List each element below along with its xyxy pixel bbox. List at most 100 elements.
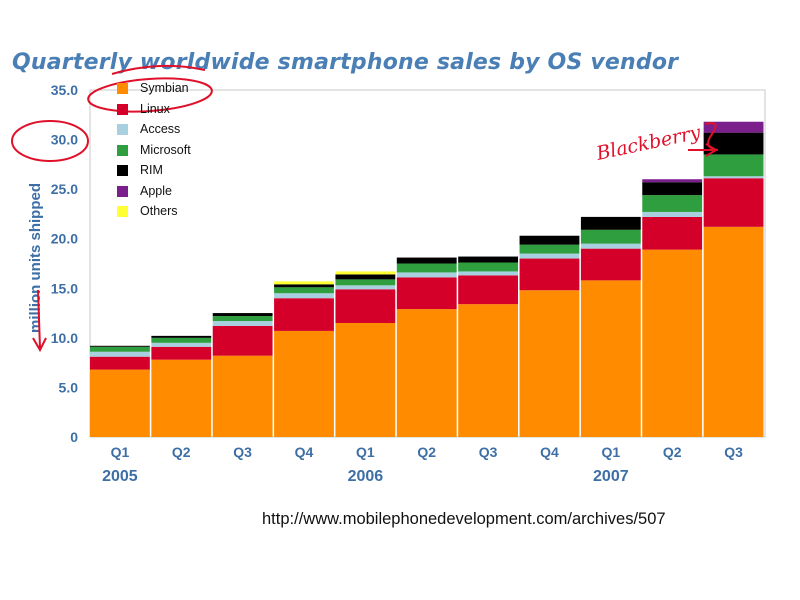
title-underline-annotation xyxy=(111,64,206,75)
bar-segment-rim xyxy=(396,257,457,264)
bar-segment-apple xyxy=(703,121,764,133)
legend-swatch xyxy=(117,103,128,115)
bar-segment-rim xyxy=(580,216,641,230)
bar-segment-symbian xyxy=(580,280,641,437)
x-tick-label: Q4 xyxy=(540,444,559,460)
y-tick-label: 0 xyxy=(70,429,78,445)
bar-segment-rim xyxy=(90,345,150,347)
y-tick-label: 15.0 xyxy=(51,280,78,296)
x-tick-label: Q2 xyxy=(417,444,436,460)
x-tick-label: Q3 xyxy=(479,444,498,460)
bar-segment-access xyxy=(703,176,764,179)
bar-segment-rim xyxy=(274,284,334,288)
bar-segment-linux xyxy=(335,289,396,323)
bar-segment-microsoft xyxy=(151,337,212,343)
legend-swatch xyxy=(117,185,128,197)
bar-segment-microsoft xyxy=(274,287,334,294)
bar-segment-microsoft xyxy=(703,154,764,177)
bar-segment-rim xyxy=(703,132,764,155)
bar-segment-linux xyxy=(458,275,519,305)
x-year-label: 2007 xyxy=(593,468,629,485)
bar-segment-microsoft xyxy=(335,279,396,286)
bar-segment-microsoft xyxy=(90,346,150,352)
y30-circle-annotation xyxy=(11,120,89,162)
blackberry-bracket-annotation xyxy=(704,122,719,151)
bar-segment-rim xyxy=(519,235,580,245)
bar-segment-microsoft xyxy=(396,263,457,273)
x-axis-years: 2005 2006 2007 xyxy=(102,468,629,485)
x-year-label: 2006 xyxy=(348,468,384,485)
bar-segment-microsoft xyxy=(642,195,703,212)
legend-swatch xyxy=(117,83,128,94)
x-tick-label: Q3 xyxy=(724,444,743,460)
bar-segment-access xyxy=(396,272,457,278)
y-tick-label: 25.0 xyxy=(51,181,78,197)
bar-segment-access xyxy=(580,243,641,249)
legend-label: Others xyxy=(140,204,178,218)
legend-label: Linux xyxy=(140,101,170,116)
bar-segment-access xyxy=(458,271,519,276)
bar-segment-symbian xyxy=(458,304,519,437)
bar-segment-access xyxy=(519,253,580,259)
legend-swatch xyxy=(117,165,128,176)
legend-swatch xyxy=(117,144,128,156)
bar-segment-microsoft xyxy=(458,262,519,272)
bar-segment-symbian xyxy=(90,369,150,437)
y-tick-label: 20.0 xyxy=(51,231,78,247)
bar-segment-rim xyxy=(642,182,703,196)
y-tick-label: 5.0 xyxy=(59,379,79,395)
y-axis-title: million units shipped xyxy=(27,183,44,333)
x-tick-label: Q1 xyxy=(601,444,620,460)
bar-segment-symbian xyxy=(703,226,764,437)
legend-label: Apple xyxy=(140,183,172,198)
legend-label: Access xyxy=(140,122,181,136)
bar-segment-access xyxy=(90,351,150,357)
x-tick-label: Q1 xyxy=(111,444,130,460)
legend-label: RIM xyxy=(140,163,163,177)
bar-segment-linux xyxy=(519,258,580,291)
bar-segment-symbian xyxy=(519,290,580,437)
y-axis-arrow-annotation xyxy=(32,289,47,353)
bar-segment-others xyxy=(274,281,334,285)
bar-segment-access xyxy=(212,321,273,326)
legend-swatch xyxy=(117,206,128,217)
symbian-circle-annotation xyxy=(87,77,213,113)
bar-segment-symbian xyxy=(274,330,334,437)
blackberry-note: Blackberry xyxy=(593,121,702,165)
bar-segment-linux xyxy=(642,216,703,250)
bar-segment-apple xyxy=(642,179,703,183)
bar-segment-microsoft xyxy=(519,244,580,254)
bar-segment-symbian xyxy=(396,309,457,437)
y-tick-label: 10.0 xyxy=(51,330,78,346)
x-tick-label: Q2 xyxy=(172,444,191,460)
bar-segment-symbian xyxy=(642,249,703,437)
bar-segment-others xyxy=(335,271,396,275)
bar-segment-linux xyxy=(90,356,150,370)
y-tick-label: 35.0 xyxy=(51,82,78,98)
stacked-bars xyxy=(90,121,764,437)
x-tick-label: Q4 xyxy=(295,444,314,460)
bar-segment-access xyxy=(151,342,212,347)
y-axis-ticks: 0 5.0 10.0 15.0 20.0 25.0 30.0 35.0 xyxy=(51,82,78,445)
bar-segment-linux xyxy=(703,178,764,227)
bar-segment-rim xyxy=(335,274,396,280)
legend-swatch xyxy=(117,124,128,135)
bar-segment-linux xyxy=(151,346,212,360)
bar-segment-rim xyxy=(151,335,212,338)
bar-segment-symbian xyxy=(151,359,212,437)
bar-segment-microsoft xyxy=(212,316,273,322)
source-url: http://www.mobilephonedevelopment.com/ar… xyxy=(262,510,666,528)
bar-segment-linux xyxy=(396,277,457,310)
bar-segment-symbian xyxy=(212,355,273,437)
bar-segment-linux xyxy=(212,325,273,356)
legend-label: Microsoft xyxy=(140,142,191,157)
x-tick-label: Q2 xyxy=(663,444,682,460)
bar-segment-access xyxy=(335,285,396,290)
bar-segment-symbian xyxy=(335,322,396,437)
bar-segment-linux xyxy=(580,248,641,281)
x-tick-label: Q3 xyxy=(233,444,252,460)
bar-segment-rim xyxy=(458,256,519,263)
bar-segment-microsoft xyxy=(580,229,641,244)
x-tick-label: Q1 xyxy=(356,444,375,460)
legend-label: Symbian xyxy=(140,81,189,95)
